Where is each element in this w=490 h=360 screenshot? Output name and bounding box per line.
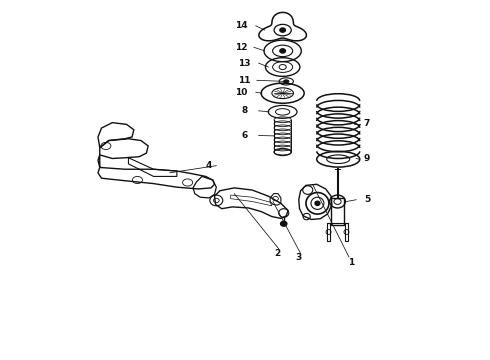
Text: 8: 8 [241, 106, 247, 115]
Text: 10: 10 [235, 87, 247, 96]
Text: 3: 3 [295, 253, 302, 262]
Text: 2: 2 [274, 249, 280, 258]
Ellipse shape [280, 49, 286, 53]
Text: 14: 14 [235, 21, 248, 30]
Ellipse shape [284, 80, 289, 83]
Bar [331, 198, 344, 225]
Ellipse shape [280, 221, 287, 226]
Text: 7: 7 [364, 119, 370, 128]
Text: 9: 9 [364, 154, 370, 163]
Text: 13: 13 [238, 59, 250, 68]
Text: 5: 5 [364, 195, 370, 204]
Text: 1: 1 [348, 258, 354, 267]
Text: 11: 11 [238, 76, 250, 85]
Text: 6: 6 [241, 131, 247, 140]
Ellipse shape [280, 28, 286, 32]
Text: 12: 12 [235, 43, 247, 52]
Text: 4: 4 [206, 161, 212, 170]
Ellipse shape [315, 201, 320, 206]
